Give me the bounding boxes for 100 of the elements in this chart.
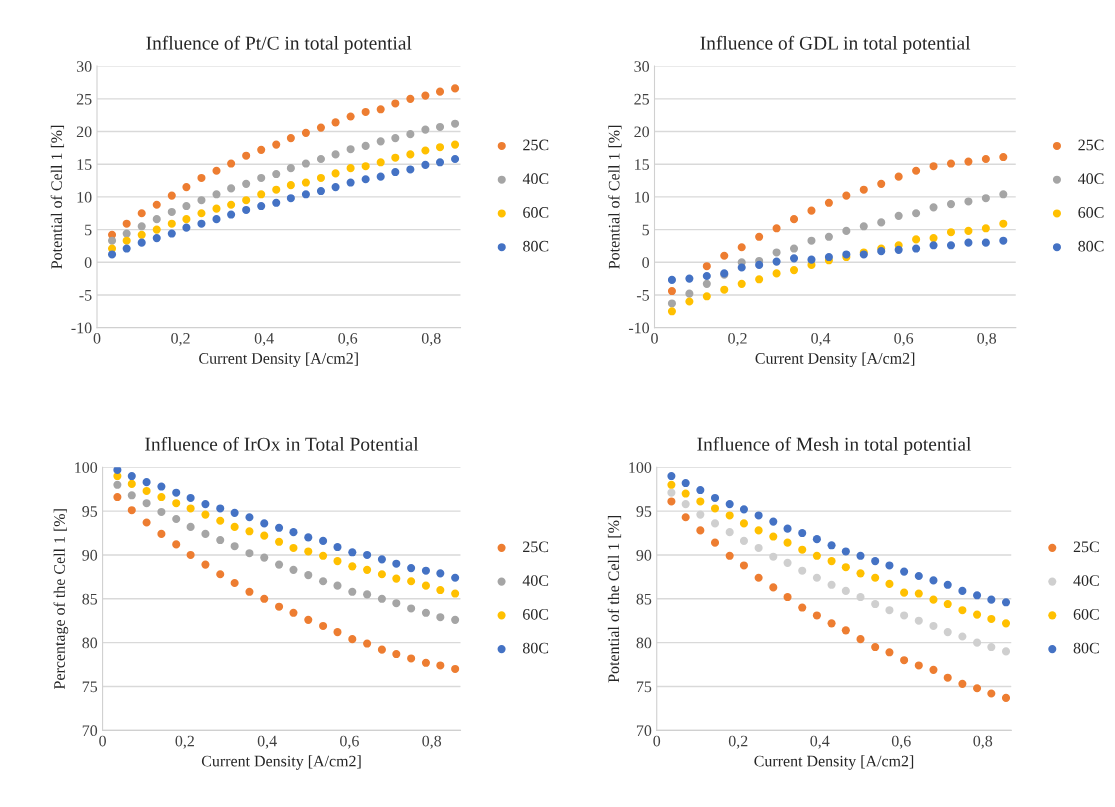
point <box>981 154 990 164</box>
point <box>230 542 239 551</box>
point <box>914 589 923 598</box>
point <box>331 183 340 192</box>
point <box>348 548 357 557</box>
point <box>142 478 151 487</box>
point <box>108 250 117 259</box>
point <box>182 183 191 192</box>
point <box>451 154 460 164</box>
point <box>685 297 694 306</box>
y-tick-label: 20 <box>76 126 92 138</box>
point <box>363 565 372 574</box>
chart-title: Influence of Pt/C in total potential <box>146 35 412 54</box>
point <box>789 244 799 253</box>
legend-label: 25C <box>523 541 549 553</box>
point <box>436 585 445 595</box>
point <box>856 635 865 644</box>
point <box>710 504 720 513</box>
point <box>201 529 210 538</box>
point <box>946 159 956 168</box>
point <box>157 529 166 538</box>
point <box>346 164 355 173</box>
point <box>421 160 430 169</box>
point <box>361 141 370 150</box>
point <box>929 621 938 631</box>
point <box>361 162 370 171</box>
point <box>407 564 416 573</box>
point <box>783 538 792 547</box>
point <box>827 557 836 566</box>
point <box>421 658 430 667</box>
y-tick-label: 85 <box>82 593 98 605</box>
point <box>216 535 225 545</box>
point <box>772 248 781 257</box>
point <box>245 587 254 596</box>
point <box>257 202 266 211</box>
point <box>435 143 445 152</box>
point <box>407 604 416 613</box>
point <box>301 190 310 199</box>
point <box>319 536 328 545</box>
point <box>900 611 909 620</box>
x-tick-label: 0,8 <box>421 332 441 347</box>
point <box>421 125 430 134</box>
point <box>696 497 705 506</box>
point <box>667 275 676 284</box>
point <box>789 215 799 224</box>
point <box>227 184 236 193</box>
point <box>696 486 705 495</box>
x-tick-label: 0 <box>653 735 661 747</box>
point <box>331 118 340 127</box>
point <box>319 577 328 586</box>
point <box>710 493 720 502</box>
point <box>725 511 734 520</box>
point <box>725 528 734 537</box>
point <box>275 523 284 532</box>
point <box>346 178 355 187</box>
point <box>841 563 850 572</box>
point <box>127 479 136 488</box>
x-axis-title: Current Density [A/cm2] <box>754 755 914 770</box>
point <box>230 578 239 588</box>
point <box>182 202 191 211</box>
point <box>333 581 342 590</box>
point <box>406 150 415 159</box>
point <box>885 648 894 657</box>
point <box>392 574 401 583</box>
point <box>391 99 400 108</box>
point <box>182 223 191 232</box>
point <box>1001 598 1011 607</box>
x-tick-label: 0,6 <box>894 332 914 347</box>
point <box>157 507 166 517</box>
x-tick-label: 0,6 <box>338 332 358 347</box>
point <box>842 191 851 200</box>
point <box>981 224 990 233</box>
point <box>958 632 967 641</box>
point <box>451 589 460 598</box>
point <box>230 508 239 517</box>
point <box>377 555 386 564</box>
point <box>301 159 310 168</box>
point <box>108 236 117 245</box>
point <box>667 488 676 497</box>
point <box>958 586 967 595</box>
point <box>812 573 821 582</box>
point <box>319 551 328 560</box>
point <box>739 505 748 514</box>
point <box>186 493 195 502</box>
point <box>376 137 385 146</box>
point <box>242 151 251 160</box>
point <box>407 654 416 663</box>
point <box>894 172 903 181</box>
point <box>943 628 952 637</box>
point <box>272 169 281 179</box>
point <box>391 153 400 162</box>
y-tick-label: 10 <box>635 191 650 203</box>
point <box>421 146 430 155</box>
point <box>856 569 865 578</box>
point <box>451 615 460 624</box>
point <box>316 123 325 132</box>
point <box>754 543 763 552</box>
point <box>230 522 239 531</box>
point <box>212 166 221 175</box>
y-tick-label: 90 <box>636 549 652 561</box>
